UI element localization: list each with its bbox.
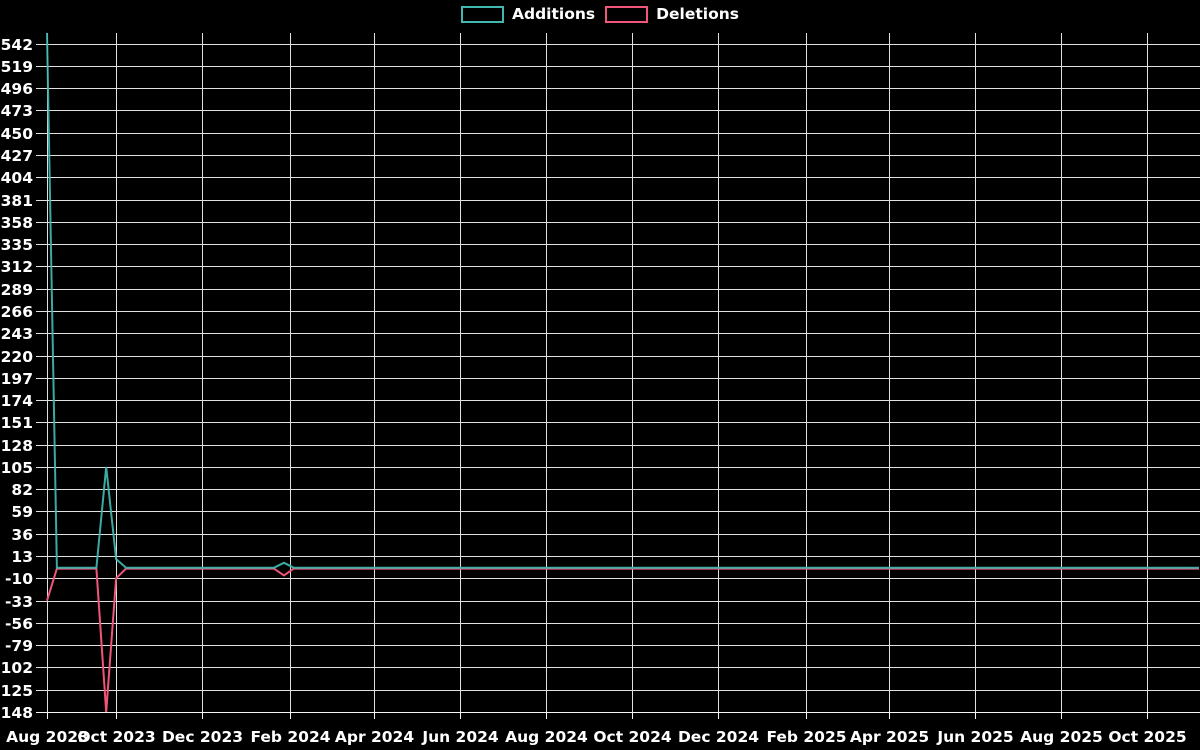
additions-swatch-icon [461, 6, 504, 23]
y-axis-tick-label: 243 [1, 325, 33, 343]
y-axis-tick-label: -79 [5, 637, 33, 655]
axis-tick-labels: 542 519 496 473 450 427 404 381 358 335 312 289 266 2… [0, 36, 1187, 746]
y-axis-tick-label: 473 [1, 102, 33, 120]
y-axis-tick-label: 519 [1, 58, 33, 76]
y-axis-tick-label: -148 [0, 704, 33, 722]
y-axis-tick-label: 312 [1, 258, 33, 276]
y-axis-tick-label: 542 [1, 36, 33, 54]
y-axis-tick-label: 427 [1, 147, 33, 165]
x-axis-tick-label: Apr 2024 [335, 728, 414, 746]
y-axis-tick-label: 381 [1, 192, 33, 210]
y-axis-tick-label: 151 [1, 414, 33, 432]
y-axis-tick-label: 128 [1, 437, 33, 455]
y-axis-tick-label: 220 [1, 348, 34, 366]
y-axis-tick-label: 450 [1, 125, 34, 143]
x-axis-tick-label: Aug 2024 [505, 728, 588, 746]
y-axis-tick-label: 13 [11, 548, 33, 566]
x-axis-tick-label: Dec 2023 [162, 728, 243, 746]
legend-label-additions: Additions [512, 4, 596, 23]
x-axis-tick-label: Apr 2025 [850, 728, 929, 746]
y-axis-tick-label: 197 [1, 370, 33, 388]
y-axis-tick-label: 82 [11, 481, 33, 499]
y-axis-tick-label: 496 [1, 80, 33, 98]
x-axis-tick-label: Oct 2025 [1108, 728, 1186, 746]
y-axis-tick-label: -56 [5, 615, 33, 633]
y-axis-tick-label: -102 [0, 659, 33, 677]
x-axis-tick-label: Oct 2024 [593, 728, 672, 746]
chart-legend: Additions Deletions [0, 6, 1200, 23]
x-axis-tick-label: Feb 2024 [250, 728, 330, 746]
additions-line [46, 32, 1199, 569]
y-axis-tick-label: 335 [1, 236, 33, 254]
y-axis-tick-label: 358 [1, 214, 33, 232]
x-axis-tick-label: Aug 2025 [1020, 728, 1103, 746]
y-axis-tick-label: 59 [11, 503, 33, 521]
grid-lines [36, 33, 1200, 719]
legend-item-additions[interactable]: Additions [461, 6, 595, 23]
x-axis-tick-label: Feb 2025 [766, 728, 846, 746]
y-axis-tick-label: 404 [1, 169, 34, 187]
y-axis-tick-label: 266 [1, 303, 33, 321]
y-axis-tick-label: 289 [1, 281, 33, 299]
x-axis-tick-label: Jun 2024 [421, 728, 499, 746]
deletions-swatch-icon [605, 6, 649, 23]
x-axis-tick-label: Aug 2023 [6, 728, 89, 746]
legend-label-deletions: Deletions [656, 4, 739, 23]
y-axis-tick-label: 174 [1, 392, 34, 410]
x-axis-tick-label: Oct 2023 [77, 728, 155, 746]
y-axis-tick-label: -10 [5, 570, 33, 588]
x-axis-tick-label: Dec 2024 [678, 728, 759, 746]
y-axis-tick-label: 36 [11, 526, 33, 544]
y-axis-tick-label: -125 [0, 682, 33, 700]
x-axis-tick-label: Jun 2025 [936, 728, 1013, 746]
legend-item-deletions[interactable]: Deletions [605, 6, 739, 23]
y-axis-tick-label: -33 [5, 593, 33, 611]
y-axis-tick-label: 105 [1, 459, 33, 477]
